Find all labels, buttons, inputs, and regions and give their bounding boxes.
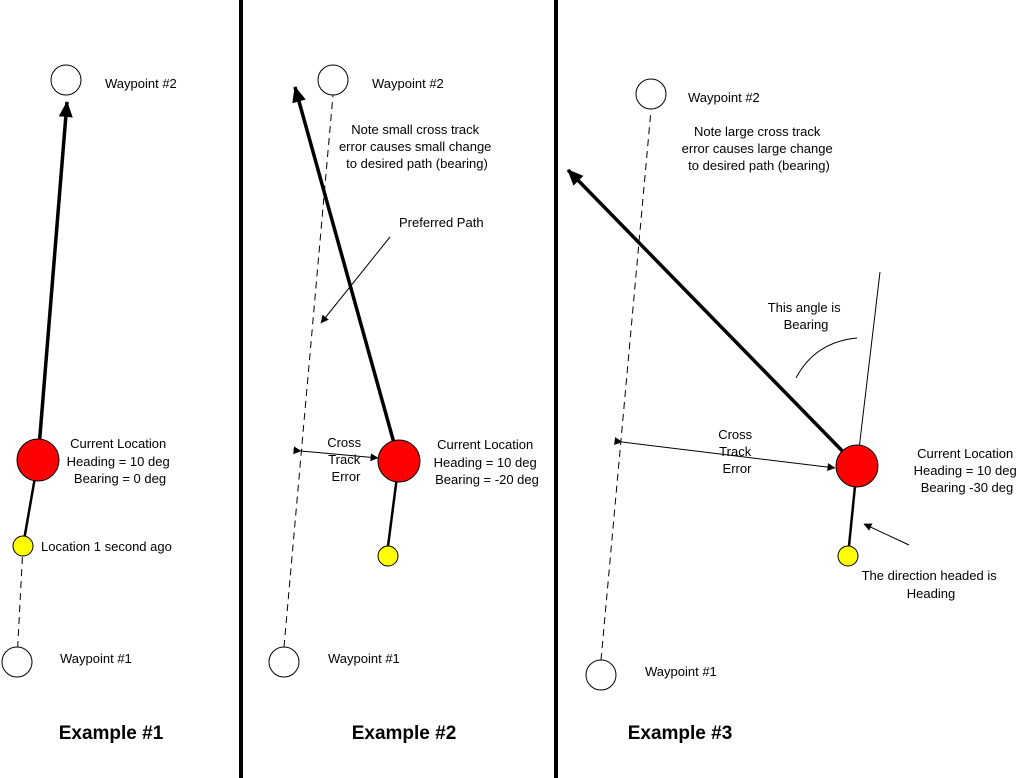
example-3-heading-note: The direction headed is Heading	[862, 568, 1001, 601]
example-2-current-location	[377, 439, 421, 483]
example-3-bearing-angle-arc	[795, 337, 858, 379]
example-3-waypoint-1-label: Waypoint #1	[645, 664, 717, 679]
example-2-cross-track-label: Cross Track Error	[327, 435, 365, 484]
example-3-note: Note large cross track error causes larg…	[682, 124, 837, 173]
example-2-preferred-path-label: Preferred Path	[399, 215, 484, 230]
example-2-title: Example #2	[352, 723, 457, 744]
example-2-waypoint-track	[283, 94, 334, 648]
example-3-waypoint-2	[635, 78, 667, 110]
example-2-waypoint-1-label: Waypoint #1	[328, 651, 400, 666]
example-3-desired-path-arrow	[566, 168, 859, 468]
example-1-current-location-label: Current Location Heading = 10 deg Bearin…	[67, 436, 174, 486]
example-1-waypoint-2-label: Waypoint #2	[105, 76, 177, 91]
example-3-cross-track-dimension	[614, 437, 836, 472]
example-1-title: Example #1	[59, 723, 164, 744]
example-2-waypoint-2-label: Waypoint #2	[372, 76, 444, 91]
example-1-previous-location-label: Location 1 second ago	[41, 539, 172, 554]
example-3-previous-location	[837, 545, 859, 567]
example-3-waypoint-1	[585, 659, 617, 691]
example-3-heading-pointer	[863, 523, 910, 546]
example-3-current-location	[835, 444, 879, 488]
example-2-waypoint-1	[268, 646, 300, 678]
example-2-previous-location	[377, 545, 399, 567]
example-3-title: Example #3	[628, 723, 733, 744]
example-2-cross-track-dimension	[293, 446, 379, 462]
example-3-cross-track-label: Cross Track Error	[718, 427, 756, 476]
example-1-waypoint-2	[50, 64, 82, 96]
example-2-preferred-path-pointer	[320, 236, 391, 324]
example-1-current-location	[16, 438, 60, 482]
example-1-desired-path-arrow	[36, 101, 73, 461]
example-3-waypoint-2-label: Waypoint #2	[688, 90, 760, 105]
example-1-panel: Waypoint #2 Waypoint #1 Current Location…	[1, 64, 177, 744]
example-1-waypoint-1	[1, 646, 33, 678]
example-3-heading-reference-line	[856, 271, 881, 467]
example-3-waypoint-track	[600, 109, 652, 661]
example-1-waypoint-1-label: Waypoint #1	[60, 651, 132, 666]
example-2-current-location-label: Current Location Heading = 10 deg Bearin…	[434, 437, 541, 487]
example-1-past-track	[16, 545, 24, 661]
example-3-current-location-label: Current Location Heading = 10 deg Bearin…	[914, 446, 1021, 495]
example-2-waypoint-2	[317, 64, 349, 96]
example-1-previous-location	[12, 535, 34, 557]
example-2-panel: Waypoint #2 Waypoint #1 Note small cross…	[268, 64, 541, 744]
example-2-note: Note small cross track error causes smal…	[339, 122, 495, 171]
example-2-desired-path-arrow	[292, 86, 401, 462]
example-3-bearing-angle-label: This angle is Bearing	[768, 300, 845, 332]
example-3-panel: Waypoint #2 Waypoint #1 Note large cross…	[566, 78, 1021, 744]
